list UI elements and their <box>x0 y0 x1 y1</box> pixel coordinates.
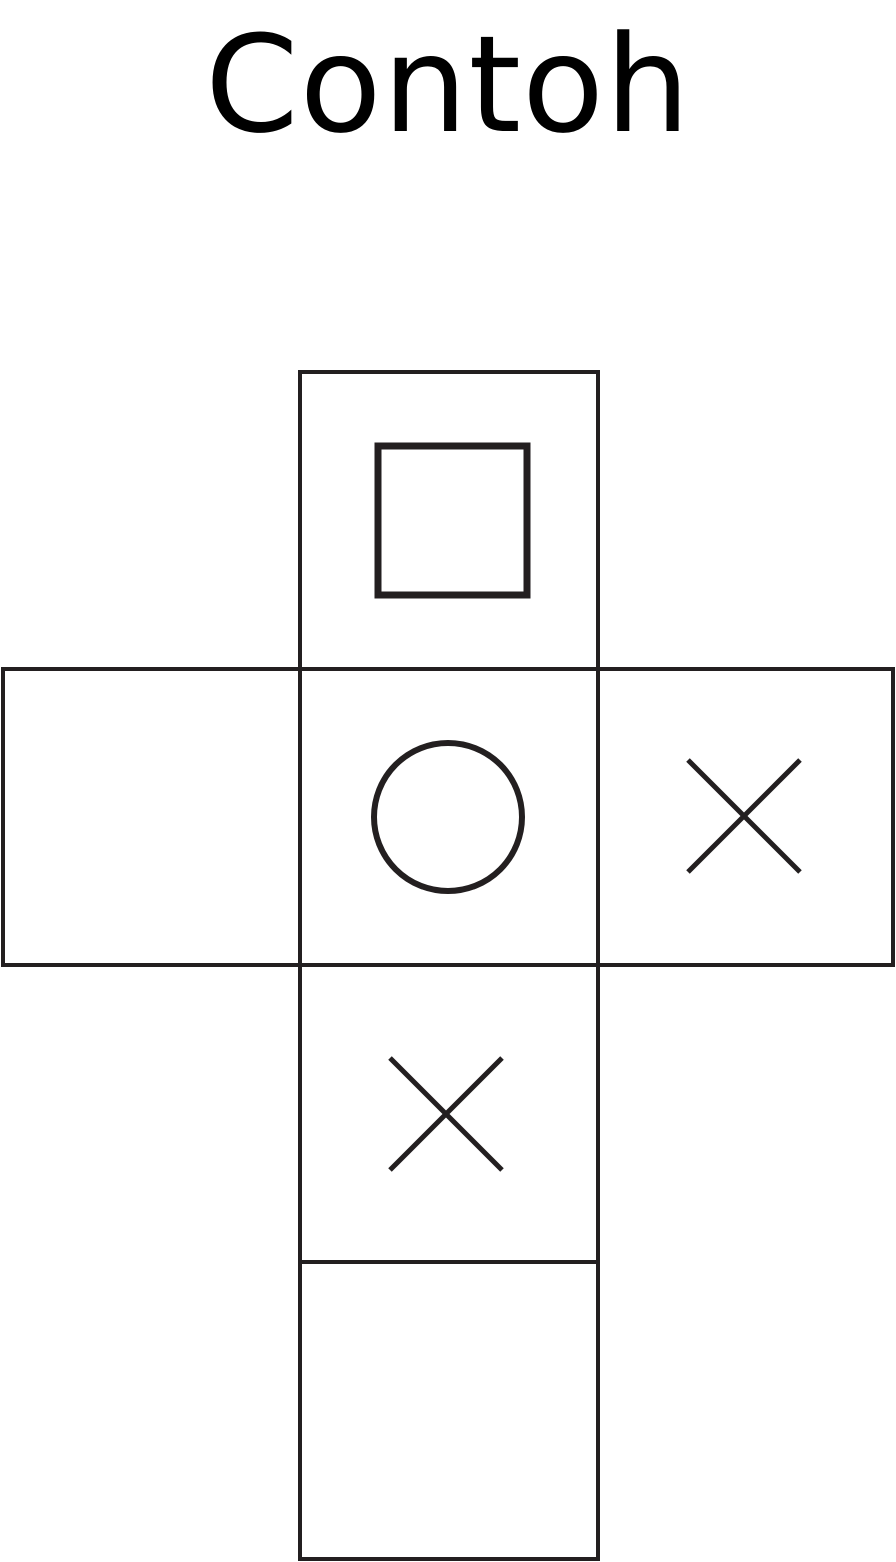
page-title: Contoh <box>205 7 691 163</box>
face-left <box>1 667 302 967</box>
cross-icon <box>686 758 802 874</box>
face-top <box>298 370 600 671</box>
circle-icon <box>371 740 525 894</box>
cross-icon <box>388 1056 504 1172</box>
face-bottom <box>298 1260 600 1561</box>
face-right <box>596 667 895 967</box>
square-icon <box>374 442 531 599</box>
face-center <box>298 667 600 967</box>
